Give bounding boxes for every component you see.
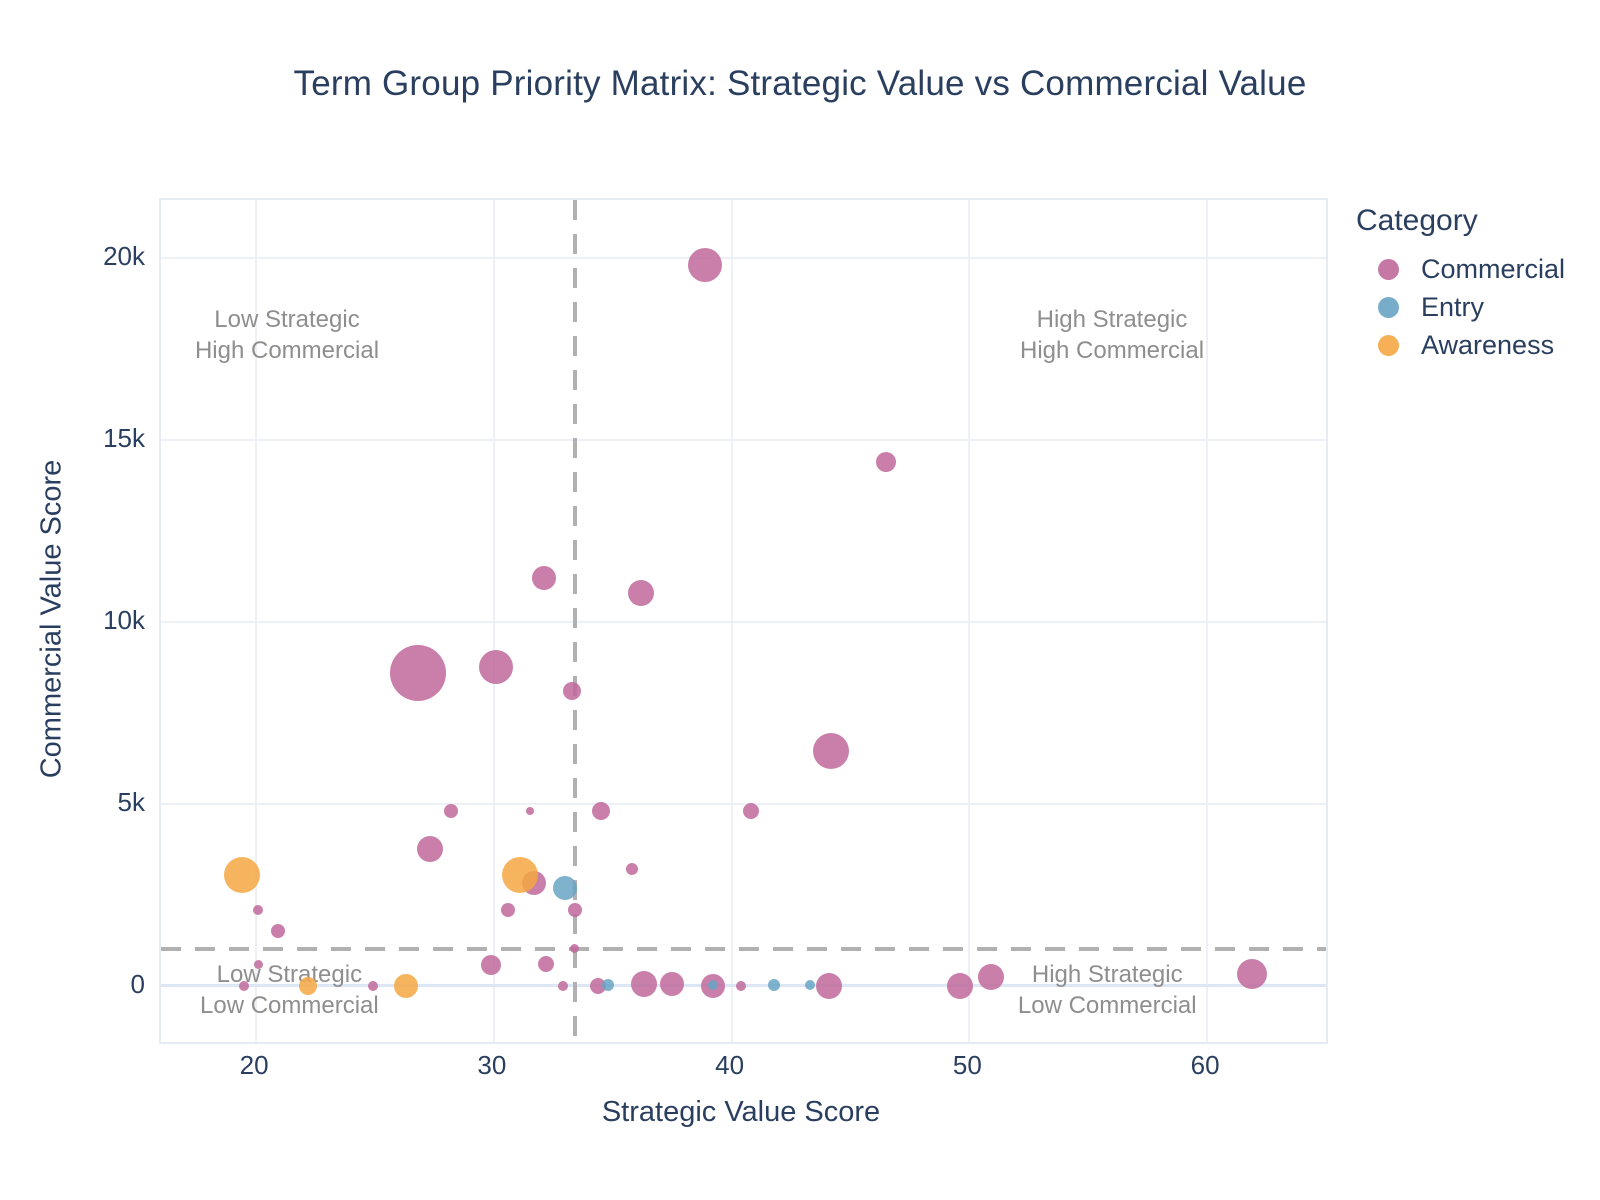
- bubble-commercial[interactable]: [660, 971, 685, 996]
- bubble-entry[interactable]: [601, 978, 614, 991]
- bubble-commercial[interactable]: [239, 980, 250, 991]
- y-tick-label: 5k: [117, 786, 145, 817]
- legend-item-commercial[interactable]: Commercial: [1348, 250, 1565, 288]
- bubble-commercial[interactable]: [977, 963, 1004, 990]
- quadrant-label-line: High Commercial: [1019, 336, 1205, 364]
- bubble-commercial[interactable]: [628, 579, 655, 606]
- bubble-commercial[interactable]: [742, 803, 759, 820]
- quadrant-label-line: High Commercial: [194, 336, 380, 364]
- legend-item-label: Commercial: [1421, 253, 1566, 284]
- quadrant-label-line: Low Strategic: [216, 960, 363, 988]
- bubble-commercial[interactable]: [367, 980, 378, 991]
- bubble-commercial[interactable]: [270, 924, 285, 939]
- bubble-commercial[interactable]: [630, 970, 657, 997]
- legend-title: Category: [1356, 204, 1478, 237]
- legend-item-label: Awareness: [1421, 329, 1555, 360]
- legend-marker-icon: [1378, 334, 1399, 356]
- chart-title: Term Group Priority Matrix: Strategic Va…: [293, 64, 1307, 103]
- bubble-commercial[interactable]: [736, 980, 747, 991]
- commercial-threshold-line: [161, 947, 1326, 952]
- y-tick-label: 20k: [103, 241, 145, 272]
- bubble-commercial[interactable]: [563, 681, 582, 700]
- quadrant-label: Low Strategic Low Commercial: [200, 959, 379, 1021]
- bubble-commercial[interactable]: [876, 451, 897, 472]
- bubble-commercial[interactable]: [688, 248, 723, 283]
- bubble-entry[interactable]: [768, 978, 781, 991]
- quadrant-label: Low Strategic High Commercial: [195, 304, 379, 366]
- bubble-awareness[interactable]: [393, 973, 418, 998]
- y-tick-label: 10k: [103, 604, 145, 635]
- quadrant-label-line: High Strategic: [1031, 960, 1183, 988]
- quadrant-label-line: Low Strategic: [214, 305, 360, 333]
- quadrant-label-line: High Strategic: [1036, 305, 1188, 333]
- legend-marker-icon: [1378, 296, 1399, 318]
- strategic-threshold-line: [572, 200, 577, 1042]
- quadrant-label: High Strategic High Commercial: [1020, 304, 1204, 366]
- bubble-commercial[interactable]: [525, 807, 534, 816]
- bubble-commercial[interactable]: [557, 980, 568, 991]
- legend: Category Commercial Entry Awareness: [1348, 204, 1565, 364]
- legend-items: Commercial Entry Awareness: [1348, 250, 1565, 364]
- bubble-commercial[interactable]: [625, 863, 638, 876]
- bubble-commercial[interactable]: [253, 904, 264, 915]
- bubble-awareness[interactable]: [223, 856, 260, 893]
- quadrant-label-line: Low Commercial: [200, 991, 379, 1019]
- bubble-commercial[interactable]: [444, 804, 459, 819]
- x-tick-label: 60: [1190, 1050, 1220, 1080]
- quadrant-label-line: Low Commercial: [1017, 991, 1197, 1019]
- bubble-commercial[interactable]: [570, 944, 580, 954]
- y-gridline: [161, 257, 1326, 260]
- bubble-entry[interactable]: [553, 876, 578, 901]
- bubble-commercial[interactable]: [567, 902, 582, 917]
- y-tick-label: 0: [130, 968, 145, 999]
- bubble-commercial[interactable]: [946, 972, 973, 999]
- x-tick-label: 50: [952, 1050, 982, 1080]
- plot-area: Low Strategic High Commercial High Strateg…: [159, 198, 1328, 1044]
- x-tick-label: 20: [239, 1050, 269, 1080]
- bubble-commercial[interactable]: [501, 902, 516, 917]
- x-tick-label: 40: [715, 1050, 745, 1080]
- bubble-entry[interactable]: [805, 979, 816, 990]
- bubble-commercial[interactable]: [538, 955, 555, 972]
- y-tick-label: 15k: [103, 423, 145, 454]
- y-axis-title: Commercial Value Score: [35, 459, 68, 779]
- bubble-commercial[interactable]: [416, 835, 443, 862]
- bubble-commercial[interactable]: [481, 954, 502, 975]
- bubble-commercial[interactable]: [531, 566, 556, 591]
- bubble-commercial[interactable]: [1237, 958, 1268, 989]
- legend-item-label: Entry: [1421, 291, 1485, 322]
- y-gridline: [161, 439, 1326, 442]
- bubble-entry[interactable]: [707, 979, 718, 990]
- bubble-commercial[interactable]: [253, 960, 263, 970]
- x-axis-title: Strategic Value Score: [601, 1096, 881, 1128]
- bubble-awareness[interactable]: [502, 857, 538, 894]
- bubble-commercial[interactable]: [389, 645, 446, 702]
- quadrant-label: High Strategic Low Commercial: [1018, 959, 1197, 1021]
- bubble-awareness[interactable]: [299, 976, 318, 995]
- bubble-commercial[interactable]: [591, 802, 610, 821]
- legend-item-entry[interactable]: Entry: [1348, 288, 1565, 326]
- bubble-commercial[interactable]: [816, 972, 843, 999]
- y-gridline: [161, 802, 1326, 805]
- y-gridline: [161, 620, 1326, 623]
- legend-item-awareness[interactable]: Awareness: [1348, 326, 1565, 364]
- x-tick-label: 30: [477, 1050, 507, 1080]
- bubble-commercial[interactable]: [479, 649, 514, 684]
- legend-marker-icon: [1378, 258, 1399, 280]
- bubble-commercial[interactable]: [813, 733, 850, 770]
